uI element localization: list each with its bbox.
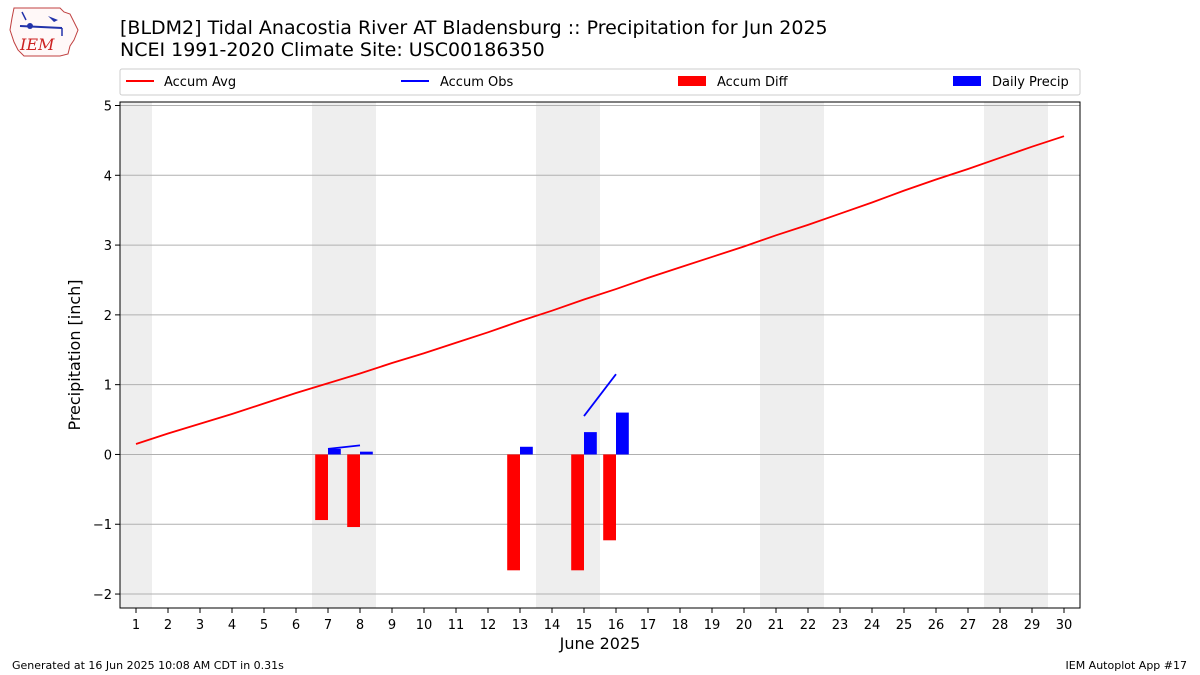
accum-diff-bar <box>603 454 616 541</box>
x-tick-label: 5 <box>260 618 268 633</box>
x-tick-label: 10 <box>416 618 433 633</box>
x-tick-label: 21 <box>768 618 785 633</box>
legend-label-accum-obs: Accum Obs <box>440 75 513 90</box>
legend: Accum Avg Accum Obs Accum Diff Daily Pre… <box>119 68 1081 96</box>
daily-precip-bar <box>616 412 629 455</box>
x-tick-label: 19 <box>704 618 721 633</box>
y-tick-label: 5 <box>104 99 112 114</box>
x-tick-label: 18 <box>672 618 689 633</box>
daily-precip-bar <box>520 446 533 455</box>
weekend-shade-2 <box>536 102 600 608</box>
plot-frame <box>119 101 1081 609</box>
weekend-shade-0 <box>120 102 152 608</box>
x-tick-label: 17 <box>640 618 657 633</box>
x-tick-label: 30 <box>1056 618 1073 633</box>
x-tick-label: 11 <box>448 618 465 633</box>
accum-obs-line <box>583 373 617 417</box>
y-axis-label: Precipitation [inch] <box>65 279 84 430</box>
y-tick-label: −1 <box>93 518 112 533</box>
daily-precip-bar <box>584 432 597 455</box>
x-tick-label: 13 <box>512 618 529 633</box>
x-axis-label: June 2025 <box>559 634 641 653</box>
chart-title: [BLDM2] Tidal Anacostia River AT Bladens… <box>120 17 828 39</box>
accum-obs-line <box>327 444 361 450</box>
accum-avg-line <box>135 135 1065 445</box>
x-tick-label: 22 <box>800 618 817 633</box>
svg-text:IEM: IEM <box>19 35 55 54</box>
x-tick-label: 6 <box>292 618 300 633</box>
y-tick-label: −2 <box>93 588 112 603</box>
x-tick-label: 9 <box>388 618 396 633</box>
x-tick-label: 26 <box>928 618 945 633</box>
weekend-shade-3 <box>760 102 824 608</box>
x-tick-label: 20 <box>736 618 753 633</box>
legend-label-accum-diff: Accum Diff <box>717 75 789 90</box>
x-tick-label: 1 <box>132 618 140 633</box>
y-tick-label: 2 <box>104 309 112 324</box>
daily-precip-bar <box>328 448 341 455</box>
daily-precip-bar <box>360 451 373 455</box>
y-tick-label: 1 <box>104 379 112 394</box>
app-id-label: IEM Autoplot App #17 <box>1065 659 1188 672</box>
x-tick-label: 16 <box>608 618 625 633</box>
legend-swatch-daily-precip <box>953 76 981 86</box>
accum-diff-bar <box>571 454 584 571</box>
x-tick-label: 14 <box>544 618 561 633</box>
legend-label-accum-avg: Accum Avg <box>164 75 236 90</box>
weekend-shade-1 <box>312 102 376 608</box>
legend-swatch-accum-diff <box>678 76 706 86</box>
accum-diff-bar <box>507 454 520 571</box>
x-tick-label: 27 <box>960 618 977 633</box>
accum-diff-bar <box>347 454 360 528</box>
accum-diff-bar <box>315 454 328 521</box>
x-tick-label: 8 <box>356 618 364 633</box>
weekend-shade-4 <box>984 102 1048 608</box>
y-tick-label: 0 <box>104 448 112 463</box>
generated-timestamp: Generated at 16 Jun 2025 10:08 AM CDT in… <box>12 659 284 672</box>
y-tick-label: 3 <box>104 239 112 254</box>
x-tick-label: 4 <box>228 618 236 633</box>
x-tick-label: 12 <box>480 618 497 633</box>
x-tick-label: 25 <box>896 618 913 633</box>
x-tick-label: 23 <box>832 618 849 633</box>
x-tick-label: 24 <box>864 618 881 633</box>
iem-logo-icon: IEM <box>9 7 79 57</box>
x-tick-label: 3 <box>196 618 204 633</box>
y-tick-label: 4 <box>104 169 112 184</box>
x-tick-label: 2 <box>164 618 172 633</box>
chart-subtitle: NCEI 1991-2020 Climate Site: USC00186350 <box>120 39 545 61</box>
x-tick-label: 15 <box>576 618 593 633</box>
legend-label-daily-precip: Daily Precip <box>992 75 1069 90</box>
x-tick-label: 29 <box>1024 618 1041 633</box>
x-tick-label: 7 <box>324 618 332 633</box>
x-tick-label: 28 <box>992 618 1009 633</box>
